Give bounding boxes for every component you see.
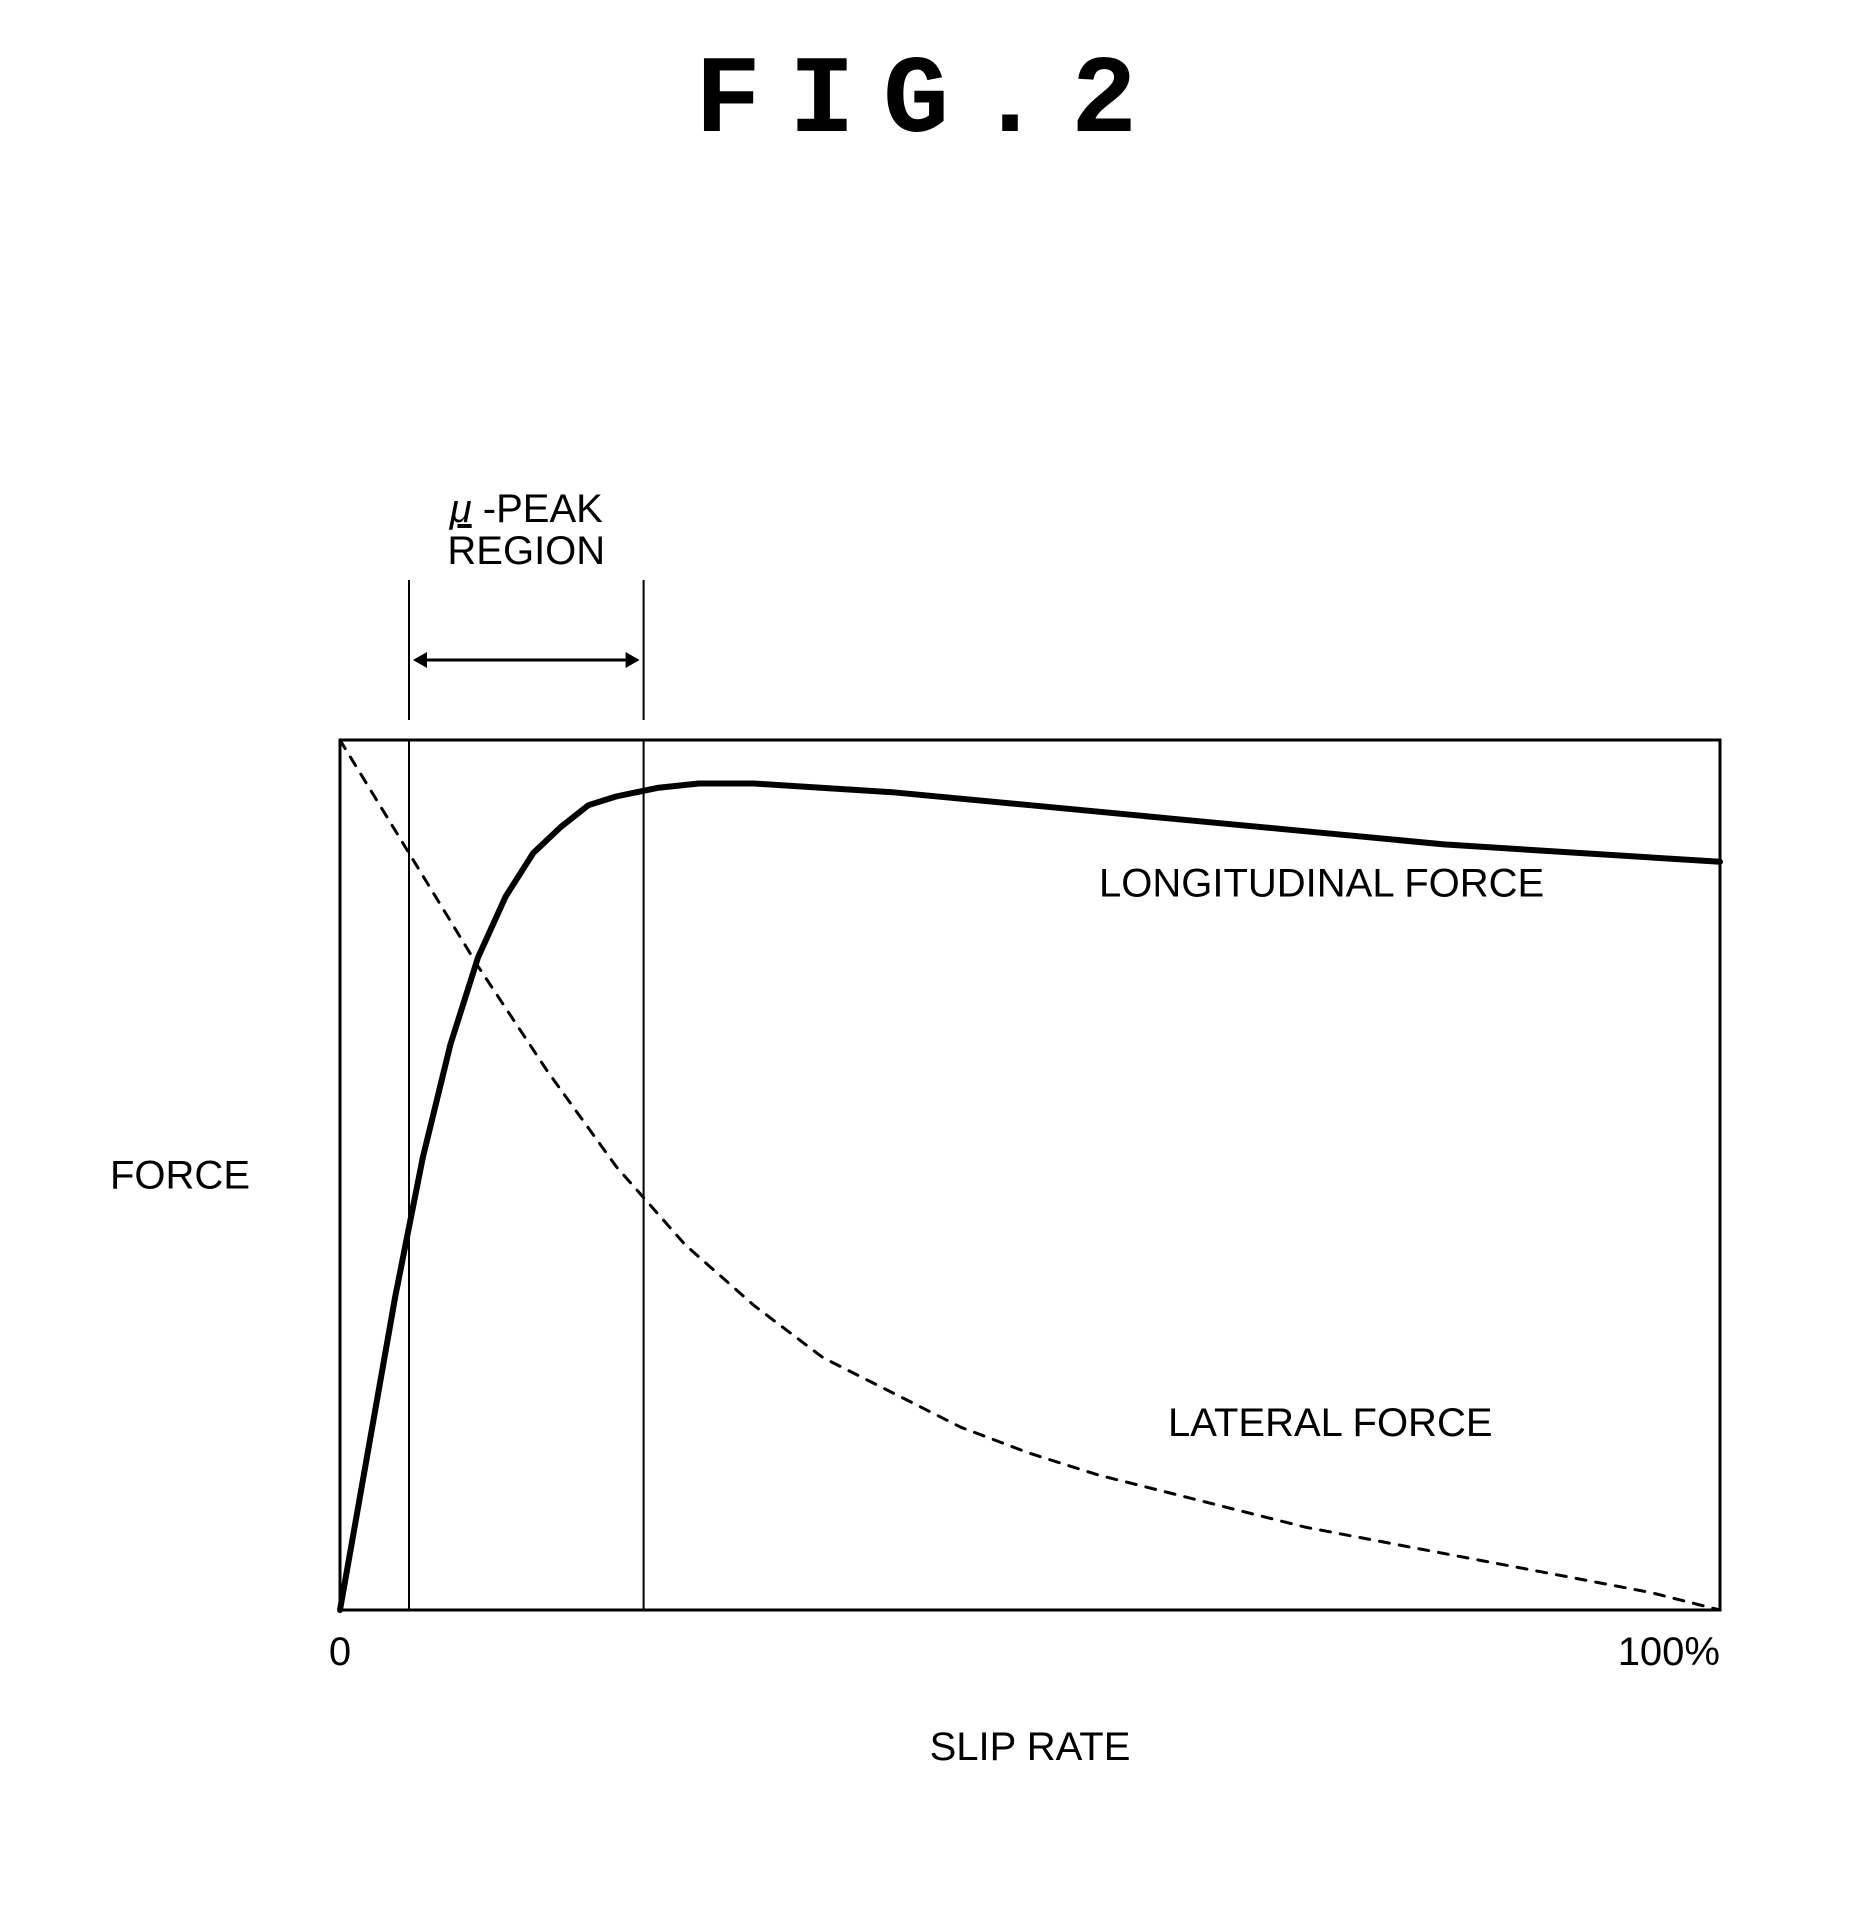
longitudinal-force-label: LONGITUDINAL FORCE bbox=[1099, 862, 1544, 906]
mu-peak-label-bottom: REGION bbox=[447, 529, 605, 573]
lateral-force-label: LATERAL FORCE bbox=[1168, 1401, 1493, 1445]
x-tick-zero: 0 bbox=[329, 1630, 351, 1674]
x-axis-label: SLIP RATE bbox=[930, 1725, 1131, 1769]
slip-rate-force-chart: μ -PEAKREGION LONGITUDINAL FORCE LATERAL F… bbox=[80, 430, 1780, 1830]
chart-container: μ -PEAKREGION LONGITUDINAL FORCE LATERAL F… bbox=[80, 430, 1780, 1830]
figure-page: FIG.2 μ -PEAKREGION LONGITUDINAL FORCE LAT… bbox=[0, 0, 1860, 1921]
mu-peak-label-top: μ -PEAK bbox=[449, 487, 603, 531]
y-axis-label: FORCE bbox=[110, 1153, 250, 1197]
mu-peak-arrow-left bbox=[413, 652, 427, 668]
x-tick-hundred: 100% bbox=[1618, 1630, 1720, 1674]
mu-peak-arrow-right bbox=[626, 652, 640, 668]
figure-title: FIG.2 bbox=[0, 40, 1860, 165]
